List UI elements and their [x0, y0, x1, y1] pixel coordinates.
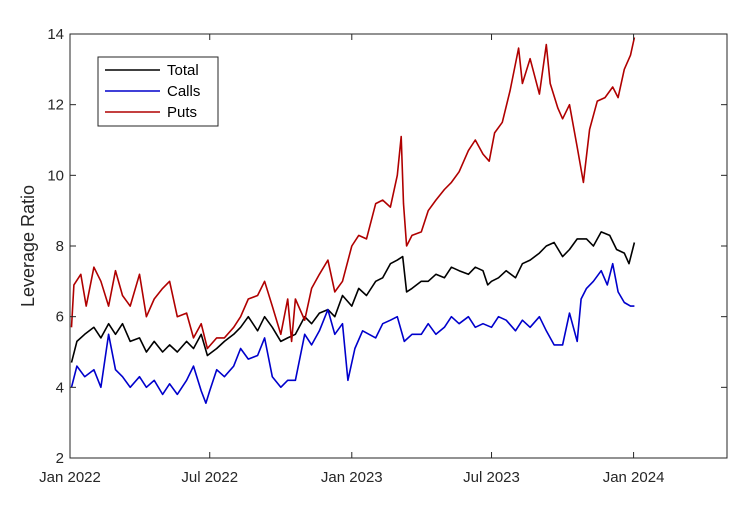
y-tick-label: 4 — [56, 379, 64, 396]
axes-layer: 2 4 6 8 10 12 14 Jan 2022 Jul 2022 Jan 2023 Jul 20… — [39, 26, 727, 486]
legend-label-calls: Calls — [167, 83, 200, 100]
legend: Total Calls Puts — [97, 56, 219, 127]
legend-label-total: Total — [167, 62, 199, 79]
y-tick-label: 2 — [56, 450, 64, 467]
series-layer — [70, 37, 636, 404]
x-tick-label: Jan 2024 — [603, 469, 665, 486]
y-tick-label: 10 — [47, 167, 64, 184]
x-tick-label: Jul 2022 — [181, 469, 238, 486]
y-axis-label: Leverage Ratio — [18, 185, 38, 307]
x-tick-label: Jan 2022 — [39, 469, 101, 486]
y-tick-label: 14 — [47, 26, 64, 43]
series-line-puts — [70, 37, 636, 350]
x-tick-label: Jul 2023 — [463, 469, 520, 486]
y-tick-label: 6 — [56, 309, 64, 326]
series-line-total — [70, 231, 636, 363]
y-tick-label: 12 — [47, 97, 64, 114]
x-tick-label: Jan 2023 — [321, 469, 383, 486]
y-tick-label: 8 — [56, 238, 64, 255]
series-line-calls — [70, 262, 635, 404]
legend-label-puts: Puts — [167, 104, 197, 121]
